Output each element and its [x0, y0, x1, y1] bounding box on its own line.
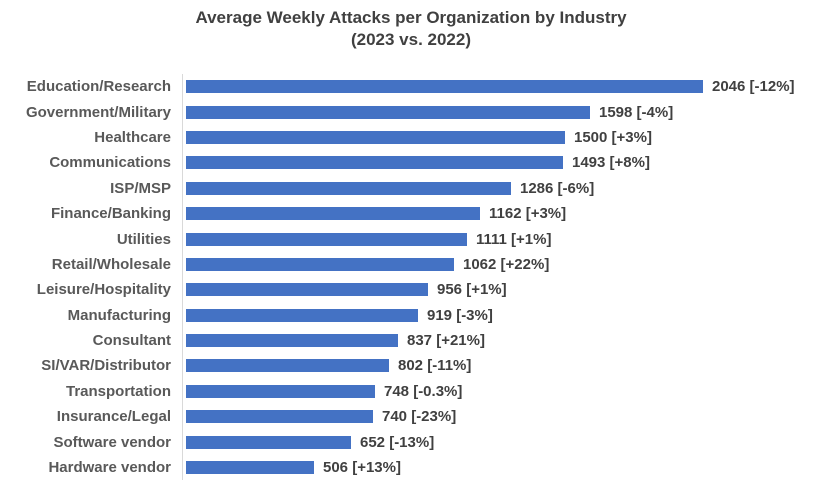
- category-label: Communications: [49, 154, 171, 172]
- chart-row: Software vendor 652 [-13%]: [0, 429, 822, 455]
- bar: [186, 232, 467, 246]
- bar-track: 956 [+1%]: [182, 277, 822, 303]
- chart-row: Manufacturing 919 [-3%]: [0, 302, 822, 328]
- value-label: 956 [+1%]: [437, 281, 507, 299]
- chart-row: Consultant 837 [+21%]: [0, 327, 822, 354]
- category-label: Leisure/Hospitality: [36, 281, 171, 299]
- bar: [186, 156, 563, 170]
- value-label: 919 [-3%]: [427, 306, 493, 324]
- chart-subtitle: (2023 vs. 2022): [350, 30, 472, 49]
- value-label: 1111 [+1%]: [476, 230, 552, 248]
- bar: [186, 80, 703, 94]
- category-label: Education/Research: [26, 78, 171, 96]
- category-label: SI/VAR/Distributor: [41, 357, 171, 375]
- bar: [186, 435, 351, 449]
- value-label: 748 [-0.3%]: [384, 382, 463, 400]
- chart-row: Government/Military 1598 [-4%]: [0, 99, 822, 125]
- bar: [186, 334, 398, 348]
- value-label: 1493 [+8%]: [572, 154, 650, 172]
- value-label: 1598 [-4%]: [599, 103, 674, 121]
- chart-row: SI/VAR/Distributor 802 [-11%]: [0, 353, 822, 379]
- bar: [186, 181, 511, 195]
- bar: [186, 283, 428, 297]
- bar: [186, 130, 565, 144]
- chart-row: Retail/Wholesale 1062 [+22%]: [0, 251, 822, 278]
- bar: [186, 461, 314, 475]
- bar: [186, 384, 375, 398]
- category-label: Government/Military: [25, 103, 171, 121]
- category-label: Manufacturing: [67, 306, 171, 324]
- bar-track: 1598 [-4%]: [182, 99, 822, 125]
- value-label: 1162 [+3%]: [489, 205, 567, 223]
- category-label: Retail/Wholesale: [51, 255, 171, 273]
- category-label: Healthcare: [94, 128, 171, 146]
- chart-row: Finance/Banking 1162 [+3%]: [0, 200, 822, 227]
- category-label: Finance/Banking: [50, 205, 171, 223]
- bar-track: 1111 [+1%]: [182, 226, 822, 252]
- bar: [186, 257, 454, 271]
- value-label: 1500 [+3%]: [574, 128, 652, 146]
- category-label: Utilities: [116, 230, 171, 248]
- value-label: 1062 [+22%]: [463, 255, 550, 273]
- bar: [186, 207, 480, 221]
- bar-track: 1286 [-6%]: [182, 175, 822, 201]
- bar-chart-plot-area: Education/Research 2046 [-12%] Government/…: [0, 74, 822, 481]
- value-label: 652 [-13%]: [360, 433, 435, 451]
- chart-row: Education/Research 2046 [-12%]: [0, 74, 822, 100]
- bar-track: 652 [-13%]: [182, 429, 822, 455]
- bar-track: 1162 [+3%]: [182, 200, 822, 227]
- value-label: 1286 [-6%]: [520, 179, 595, 197]
- bar: [186, 105, 590, 119]
- value-label: 802 [-11%]: [398, 357, 472, 375]
- chart-row: Hardware vendor 506 [+13%]: [0, 454, 822, 481]
- value-label: 740 [-23%]: [382, 408, 457, 426]
- bar-track: 802 [-11%]: [182, 353, 822, 379]
- chart-title-block: Average Weekly Attacks per Organization …: [0, 0, 822, 51]
- value-label: 837 [+21%]: [407, 332, 485, 350]
- chart-row: Insurance/Legal 740 [-23%]: [0, 404, 822, 430]
- bar-track: 1493 [+8%]: [182, 150, 822, 176]
- category-label: Hardware vendor: [48, 459, 171, 477]
- bar: [186, 308, 418, 322]
- chart-title: Average Weekly Attacks per Organization …: [195, 8, 627, 27]
- chart-row: Communications 1493 [+8%]: [0, 150, 822, 176]
- bar-track: 919 [-3%]: [182, 302, 822, 328]
- category-label: Insurance/Legal: [56, 408, 171, 426]
- value-label: 506 [+13%]: [323, 459, 401, 477]
- bar-track: 506 [+13%]: [182, 454, 822, 481]
- bar-track: 748 [-0.3%]: [182, 378, 822, 405]
- bar-track: 2046 [-12%]: [182, 74, 822, 100]
- category-label: Consultant: [92, 332, 171, 350]
- category-label: Transportation: [65, 382, 171, 400]
- bar-track: 1500 [+3%]: [182, 124, 822, 151]
- chart-row: ISP/MSP 1286 [-6%]: [0, 175, 822, 201]
- bar-track: 1062 [+22%]: [182, 251, 822, 278]
- bar-track: 837 [+21%]: [182, 327, 822, 354]
- value-label: 2046 [-12%]: [712, 78, 795, 96]
- chart-row: Utilities 1111 [+1%]: [0, 226, 822, 252]
- bar: [186, 410, 373, 424]
- chart-row: Leisure/Hospitality 956 [+1%]: [0, 277, 822, 303]
- bar: [186, 359, 389, 373]
- category-label: ISP/MSP: [110, 179, 171, 197]
- bar-track: 740 [-23%]: [182, 404, 822, 430]
- chart-row: Transportation 748 [-0.3%]: [0, 378, 822, 405]
- chart-row: Healthcare 1500 [+3%]: [0, 124, 822, 151]
- category-label: Software vendor: [53, 433, 171, 451]
